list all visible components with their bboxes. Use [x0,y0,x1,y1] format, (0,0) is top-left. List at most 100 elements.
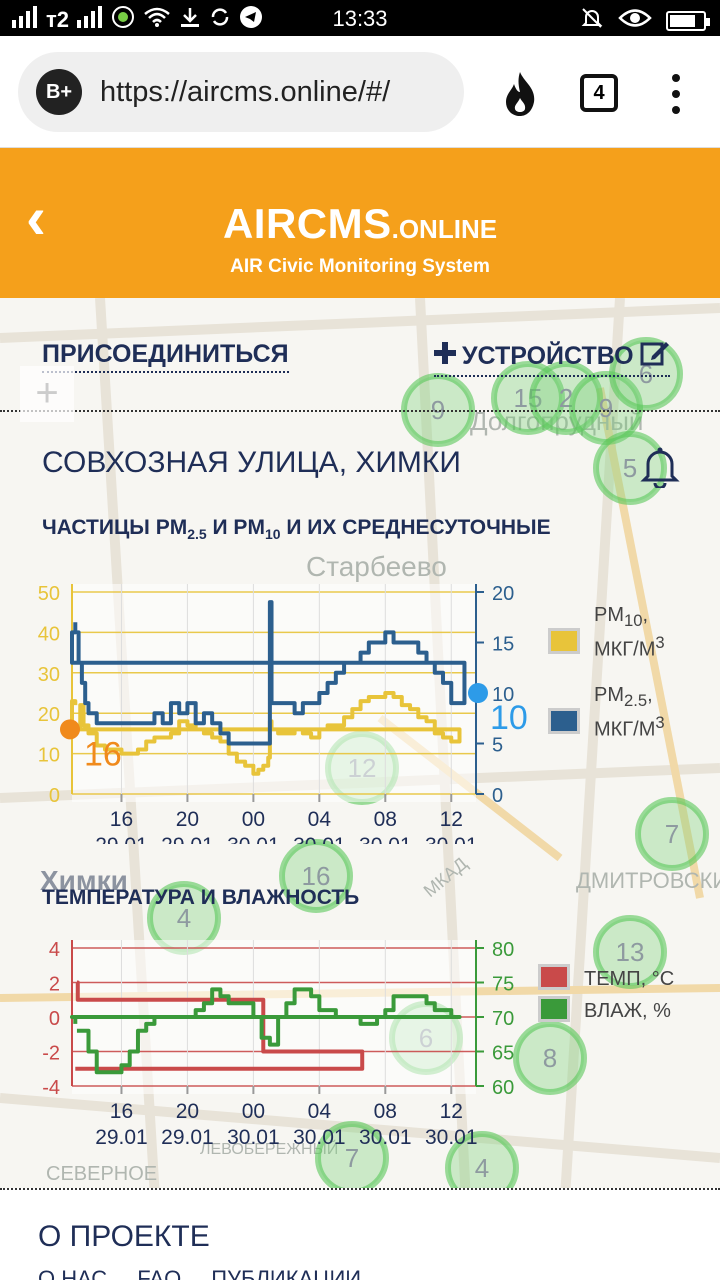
app-icon [111,5,135,35]
x-tick-label: 08 [374,1100,397,1123]
tabs-button[interactable]: 4 [580,74,618,112]
x-tick-label: 12 [440,1100,463,1123]
map-label-levoberezhny: ЛЕВОБЕРЕЖНЫЙ [200,1139,338,1158]
map-station-value: 8 [543,1043,557,1073]
pm-chart[interactable]: 01020304050051015201629.012029.010030.01… [30,574,570,844]
wifi-icon [143,6,171,34]
carrier-label: т2 [46,7,70,32]
pm10-legend-swatch [548,628,580,654]
address-bar[interactable]: B+ https://aircms.online/#/ [18,52,464,132]
map-station-marker[interactable] [593,915,667,989]
about-menu: О НАС FAQ ПУБЛИКАЦИИ [38,1266,361,1280]
y-left-tick-label: 2 [49,974,60,996]
map-station-marker[interactable] [491,361,565,435]
station-name: СОВХОЗНАЯ УЛИЦА, ХИМКИ [42,446,461,479]
pm10-current-value: 16 [84,735,122,773]
plus-icon [434,342,456,371]
brand-logo[interactable]: AIRCMS.ONLINE [0,200,720,248]
x-tick-date-label: 30.01 [359,834,412,844]
add-device-link[interactable]: УСТРОЙСТВО [434,340,670,377]
battery-icon [666,10,710,31]
x-tick-date-label: 29.01 [161,834,214,844]
x-tick-label: 16 [110,808,133,831]
humidity-legend-swatch [538,996,570,1022]
y-left-tick-label: 40 [38,623,60,645]
publications-link[interactable]: ПУБЛИКАЦИИ [211,1266,362,1280]
y-left-tick-label: 0 [49,785,60,807]
y-left-tick-label: 50 [38,583,60,605]
clock: 13:33 [332,6,388,31]
site-header: ‹ AIRCMS.ONLINE AIR Civic Monitoring Sys… [0,148,720,298]
y-left-tick-label: 10 [38,745,60,767]
x-tick-date-label: 29.01 [161,1126,214,1149]
temp-humidity-chart[interactable]: -4 -2 0 2 4 60 65 70 75 80 16 29.01 20 29.01 00 30.01 04… [30,930,570,1190]
map-station-marker[interactable] [635,797,709,871]
map-station-marker[interactable] [279,839,353,913]
x-tick-label: 08 [374,808,397,831]
url-text[interactable]: https://aircms.online/#/ [100,75,391,108]
humidity-legend-label: ВЛАЖ, % [584,1000,671,1022]
status-left: т2 [12,5,263,35]
edit-icon [640,340,670,373]
temp-legend-swatch [538,964,570,990]
signal-icon [12,6,38,34]
faq-link[interactable]: FAQ [137,1266,182,1280]
pm25-legend-swatch [548,708,580,734]
telegram-icon [239,5,263,35]
series-line-0[interactable] [75,980,365,1071]
site-badge-icon[interactable]: B+ [36,69,82,115]
brand-main: AIRCMS [222,200,392,247]
humidity-legend[interactable]: ВЛАЖ, % [538,996,718,1026]
y-right-tick-label: 20 [492,583,514,605]
map-station-value: 6 [639,359,653,389]
pm10-legend[interactable]: PM10, МКГ/М3 [548,602,718,682]
action-links: ПРИСОЕДИНИТЬСЯ УСТРОЙСТВО [0,298,720,412]
map-label-khimki: Химки [40,865,128,896]
y-left-tick-label: -2 [42,1043,60,1065]
header-subtitle: AIR Civic Monitoring System [230,256,490,277]
temp-legend-label: ТЕМП, °C [584,968,675,990]
temp-legend[interactable]: ТЕМП, °C [538,964,718,994]
back-button[interactable]: ‹ [26,184,46,251]
map-station-marker[interactable] [513,1021,587,1095]
map-station-marker[interactable] [593,431,667,505]
x-tick-date-label: 29.01 [95,834,148,844]
about-title: О ПРОЕКТЕ [38,1220,210,1253]
x-tick-label: 20 [176,808,199,831]
about-us-link[interactable]: О НАС [38,1266,108,1280]
pm25-legend-label: PM2.5, МКГ/М3 [594,684,665,741]
pm25-legend[interactable]: PM2.5, МКГ/М3 [548,682,718,762]
map-station-value: 15 [514,383,543,413]
y-right-tick-label: 80 [492,939,514,961]
more-menu-icon[interactable] [664,74,688,114]
map-zoom-in-button[interactable]: + [20,366,74,422]
x-tick-label: 12 [440,808,463,831]
map-station-value: 13 [616,937,645,967]
pm10-current-marker[interactable] [60,719,80,740]
map-label-severnoe: СЕВЕРНОЕ [46,1163,157,1185]
pm25-current-marker[interactable] [468,683,488,703]
x-tick-label: 16 [110,1100,133,1123]
y-left-tick-label: 30 [38,664,60,686]
x-tick-date-label: 30.01 [227,834,280,844]
y-right-tick-label: 10 [492,684,514,706]
download-icon [179,6,201,34]
map-station-value: 7 [345,1143,359,1173]
map-station-value: 9 [599,393,613,423]
temp-humidity-chart-title: ТЕМПЕРАТУРА И ВЛАЖНОСТЬ [42,886,360,909]
pm25-current-value: 10 [490,699,528,737]
y-right-tick-label: 70 [492,1008,514,1030]
series-line-1[interactable] [70,600,467,746]
signal-icon-2 [77,6,103,34]
series-line-1[interactable] [70,987,462,1075]
flame-icon[interactable] [500,70,540,121]
join-link[interactable]: ПРИСОЕДИНИТЬСЯ [42,340,289,373]
y-right-tick-label: 60 [492,1077,514,1099]
x-tick-label: 20 [176,1100,199,1123]
x-tick-date-label: 30.01 [359,1126,412,1149]
bell-icon[interactable] [640,446,680,493]
brand-suffix: .ONLINE [391,214,498,244]
plot-area [72,584,476,802]
eye-icon [618,7,652,34]
pm-chart-title: ЧАСТИЦЫ PM2.5 И PM10 И ИХ СРЕДНЕСУТОЧНЫЕ [42,516,551,543]
